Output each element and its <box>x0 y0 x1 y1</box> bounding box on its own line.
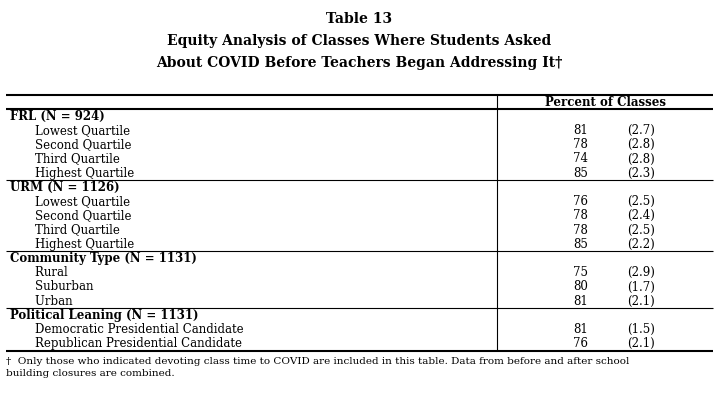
Text: 85: 85 <box>573 167 588 180</box>
Text: 81: 81 <box>573 124 588 137</box>
Text: Highest Quartile: Highest Quartile <box>20 167 134 180</box>
Text: 78: 78 <box>573 224 588 237</box>
Text: (2.4): (2.4) <box>627 210 654 222</box>
Text: †  Only those who indicated devoting class time to COVID are included in this ta: † Only those who indicated devoting clas… <box>6 357 629 378</box>
Text: (2.1): (2.1) <box>627 337 654 350</box>
Text: Suburban: Suburban <box>20 280 93 293</box>
Text: Lowest Quartile: Lowest Quartile <box>20 124 130 137</box>
Text: FRL (N = 924): FRL (N = 924) <box>10 110 105 123</box>
Text: Table 13: Table 13 <box>326 12 393 26</box>
Text: Republican Presidential Candidate: Republican Presidential Candidate <box>20 337 242 350</box>
Text: Third Quartile: Third Quartile <box>20 224 120 237</box>
Text: 76: 76 <box>573 337 588 350</box>
Text: Second Quartile: Second Quartile <box>20 138 132 151</box>
Text: Highest Quartile: Highest Quartile <box>20 238 134 251</box>
Text: Percent of Classes: Percent of Classes <box>545 96 666 109</box>
Text: Community Type (N = 1131): Community Type (N = 1131) <box>10 252 197 265</box>
Text: (2.3): (2.3) <box>627 167 654 180</box>
Text: URM (N = 1126): URM (N = 1126) <box>10 181 119 194</box>
Text: 81: 81 <box>573 295 588 308</box>
Text: 81: 81 <box>573 323 588 336</box>
Text: 78: 78 <box>573 210 588 222</box>
Text: (2.8): (2.8) <box>627 152 654 166</box>
Text: (2.5): (2.5) <box>627 224 654 237</box>
Text: (2.8): (2.8) <box>627 138 654 151</box>
Text: 74: 74 <box>573 152 588 166</box>
Text: About COVID Before Teachers Began Addressing It†: About COVID Before Teachers Began Addres… <box>156 56 563 70</box>
Text: Third Quartile: Third Quartile <box>20 152 120 166</box>
Text: 76: 76 <box>573 195 588 208</box>
Text: (2.7): (2.7) <box>627 124 654 137</box>
Text: Second Quartile: Second Quartile <box>20 210 132 222</box>
Text: (2.5): (2.5) <box>627 195 654 208</box>
Text: Urban: Urban <box>20 295 73 308</box>
Text: Rural: Rural <box>20 266 68 279</box>
Text: (1.7): (1.7) <box>627 280 654 293</box>
Text: Equity Analysis of Classes Where Students Asked: Equity Analysis of Classes Where Student… <box>168 34 551 48</box>
Text: (2.2): (2.2) <box>627 238 654 251</box>
Text: 80: 80 <box>573 280 588 293</box>
Text: (2.9): (2.9) <box>627 266 654 279</box>
Text: (1.5): (1.5) <box>627 323 654 336</box>
Text: Political Leaning (N = 1131): Political Leaning (N = 1131) <box>10 309 198 322</box>
Text: (2.1): (2.1) <box>627 295 654 308</box>
Text: 85: 85 <box>573 238 588 251</box>
Text: Democratic Presidential Candidate: Democratic Presidential Candidate <box>20 323 244 336</box>
Text: 75: 75 <box>573 266 588 279</box>
Text: Lowest Quartile: Lowest Quartile <box>20 195 130 208</box>
Text: 78: 78 <box>573 138 588 151</box>
